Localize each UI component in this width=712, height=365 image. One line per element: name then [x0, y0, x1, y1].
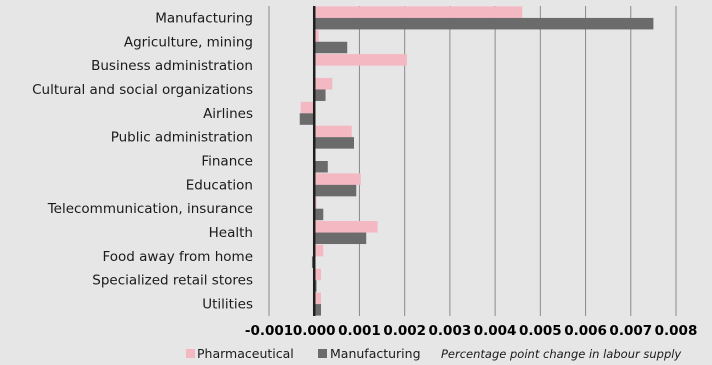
x-tick-label: 0.001: [338, 323, 381, 339]
bar-manufacturing-1: [314, 41, 348, 54]
bar-manufacturing-6: [314, 161, 328, 173]
category-label: Manufacturing: [155, 10, 253, 26]
legend: Pharmaceutical Manufacturing Percentage …: [186, 346, 681, 361]
bar-manufacturing-8: [314, 208, 324, 221]
bar-manufacturing-5: [314, 137, 355, 149]
category-label: Public administration: [111, 130, 253, 146]
category-label: Utilities: [202, 297, 253, 313]
bar-pharmaceutical-7: [314, 173, 361, 185]
bars: [299, 6, 654, 316]
category-label: Business administration: [91, 58, 253, 74]
x-tick-label: -0.001: [245, 323, 293, 339]
bar-manufacturing-4: [299, 113, 315, 125]
category-label: Finance: [201, 154, 253, 170]
x-tick-label: 0.007: [609, 323, 652, 339]
category-label: Cultural and social organizations: [32, 82, 253, 98]
x-tick-label: 0.003: [429, 323, 472, 339]
legend-label-pharmaceutical: Pharmaceutical: [197, 346, 294, 361]
category-label: Telecommunication, insurance: [47, 201, 253, 217]
x-tick-label: 0.002: [383, 323, 426, 339]
bar-pharmaceutical-11: [314, 268, 322, 281]
x-tick-label: 0.004: [474, 323, 517, 339]
bar-pharmaceutical-1: [314, 30, 319, 42]
x-tick-label: 0.000: [293, 323, 336, 339]
category-label: Education: [186, 177, 253, 193]
category-label: Specialized retail stores: [92, 273, 253, 289]
bar-manufacturing-9: [314, 232, 367, 245]
x-tick-label: 0.005: [519, 323, 562, 339]
x-tick-labels: -0.001 0.000 0.001 0.002 0.003 0.004 0.005 0.00…: [245, 323, 698, 339]
bar-pharmaceutical-2: [314, 54, 407, 66]
legend-label-manufacturing: Manufacturing: [330, 346, 421, 361]
bar-manufacturing-12: [314, 304, 322, 316]
bar-pharmaceutical-9: [314, 221, 378, 233]
category-label: Agriculture, mining: [124, 34, 253, 50]
category-label: Airlines: [203, 106, 253, 122]
category-labels: Manufacturing Agriculture, mining Business…: [32, 10, 253, 312]
x-tick-label: 0.008: [655, 323, 698, 339]
bar-pharmaceutical-10: [314, 244, 324, 257]
x-tick-label: 0.006: [564, 323, 607, 339]
bar-manufacturing-7: [314, 184, 357, 197]
bar-manufacturing-3: [314, 89, 326, 101]
bar-pharmaceutical-4: [300, 101, 315, 114]
x-axis-label: Percentage point change in labour supply: [441, 347, 681, 361]
bar-pharmaceutical-5: [314, 125, 352, 138]
bar-manufacturing-0: [314, 17, 654, 30]
category-label: Health: [209, 225, 253, 241]
bar-pharmaceutical-12: [314, 292, 322, 305]
legend-swatch-manufacturing: [318, 349, 327, 358]
bar-pharmaceutical-3: [314, 77, 333, 90]
category-label: Food away from home: [102, 249, 253, 265]
legend-swatch-pharmaceutical: [186, 349, 195, 358]
bar-pharmaceutical-0: [314, 6, 523, 18]
